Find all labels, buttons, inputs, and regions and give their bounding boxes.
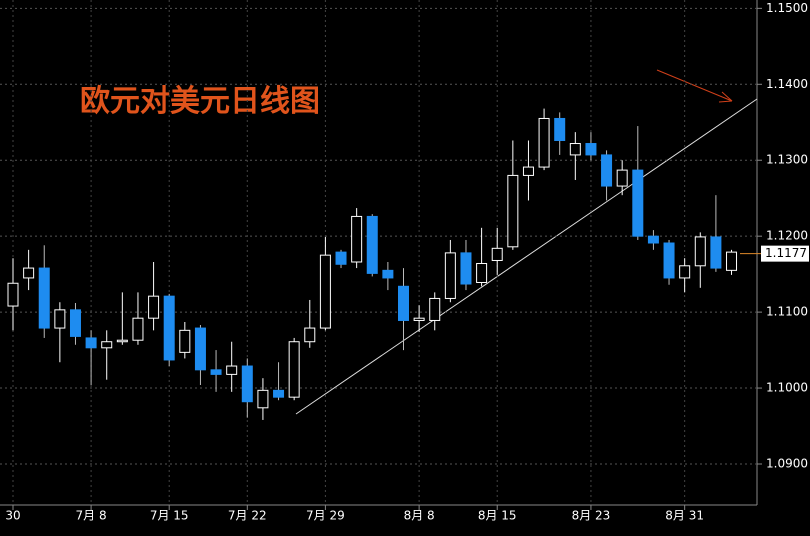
- x-tick-label: 30: [5, 509, 20, 523]
- x-tick-label: 8月 23: [572, 509, 611, 523]
- candle-body: [616, 169, 628, 187]
- candle-body: [726, 251, 738, 271]
- candle-body: [226, 365, 238, 375]
- arrow: [656, 69, 733, 102]
- candle-body: [132, 317, 144, 341]
- candle-body: [257, 389, 269, 409]
- candle-body: [288, 341, 300, 398]
- y-tick-label: 1.1100: [766, 305, 808, 319]
- candle-body: [554, 117, 566, 141]
- candle-body: [460, 252, 472, 285]
- candle-body: [335, 251, 347, 265]
- plot: 1.0900 1.1000 1.1100 1.1200 1.1300 1.1400 1.15…: [0, 0, 809, 523]
- x-tick-label: 7月 29: [306, 509, 345, 523]
- candle-body: [507, 174, 519, 248]
- candle-body: [522, 166, 534, 176]
- candle-body: [694, 236, 706, 267]
- candle-body: [398, 285, 409, 321]
- y-tick-label: 1.1000: [766, 381, 808, 395]
- candle-body: [7, 282, 19, 307]
- last-price-box: [761, 245, 809, 262]
- candle-body: [585, 143, 597, 156]
- arrow-head: [718, 91, 733, 103]
- candle-body: [679, 265, 691, 279]
- chart-title: 欧元对美元日线图: [80, 84, 320, 119]
- candle-body: [194, 327, 206, 371]
- candle-body: [491, 247, 503, 261]
- candle-body: [179, 329, 191, 353]
- y-tick-label: 1.1200: [766, 229, 808, 243]
- candle-body: [569, 143, 581, 156]
- x-tick-label: 7月 15: [150, 509, 189, 523]
- candle-body: [69, 309, 81, 337]
- candle-body: [54, 309, 66, 329]
- y-tick-label: 1.1400: [766, 77, 808, 91]
- candle-body: [710, 236, 722, 269]
- candle-body: [413, 317, 425, 321]
- x-tick-label: 8月 31: [665, 509, 704, 523]
- candle-body: [538, 117, 550, 168]
- candle-body: [429, 297, 441, 321]
- candle-body: [647, 235, 659, 244]
- x-tick-label: 7月 8: [76, 509, 107, 523]
- x-tick-label: 8月 8: [404, 509, 435, 523]
- candle-body: [273, 389, 285, 398]
- trend-line: [295, 98, 758, 415]
- y-tick-label: 1.1500: [766, 1, 808, 15]
- candle-body: [304, 327, 316, 343]
- candle-body: [148, 295, 160, 319]
- candle-body: [319, 254, 331, 329]
- candle-body: [23, 267, 35, 279]
- candle-body: [38, 267, 50, 329]
- candle-body: [382, 269, 394, 279]
- candle-body: [663, 242, 675, 279]
- candle-body: [116, 339, 128, 343]
- x-tick-label: 8月 15: [478, 509, 517, 523]
- candle-body: [601, 154, 613, 187]
- last-price-label: 1.1177: [765, 246, 807, 260]
- y-tick-label: 1.0900: [766, 456, 808, 470]
- candle-body: [632, 169, 644, 237]
- x-tick-label: 7月 22: [228, 509, 267, 523]
- candle-body: [163, 295, 175, 361]
- candle-body: [101, 341, 113, 349]
- candle-body: [476, 263, 488, 283]
- candle-body: [241, 365, 253, 403]
- y-tick-label: 1.1300: [766, 153, 808, 167]
- candle-body: [366, 215, 378, 274]
- candle-body: [85, 337, 97, 349]
- candle-body: [351, 215, 363, 263]
- candle-body: [210, 369, 222, 375]
- candle-body: [444, 252, 456, 299]
